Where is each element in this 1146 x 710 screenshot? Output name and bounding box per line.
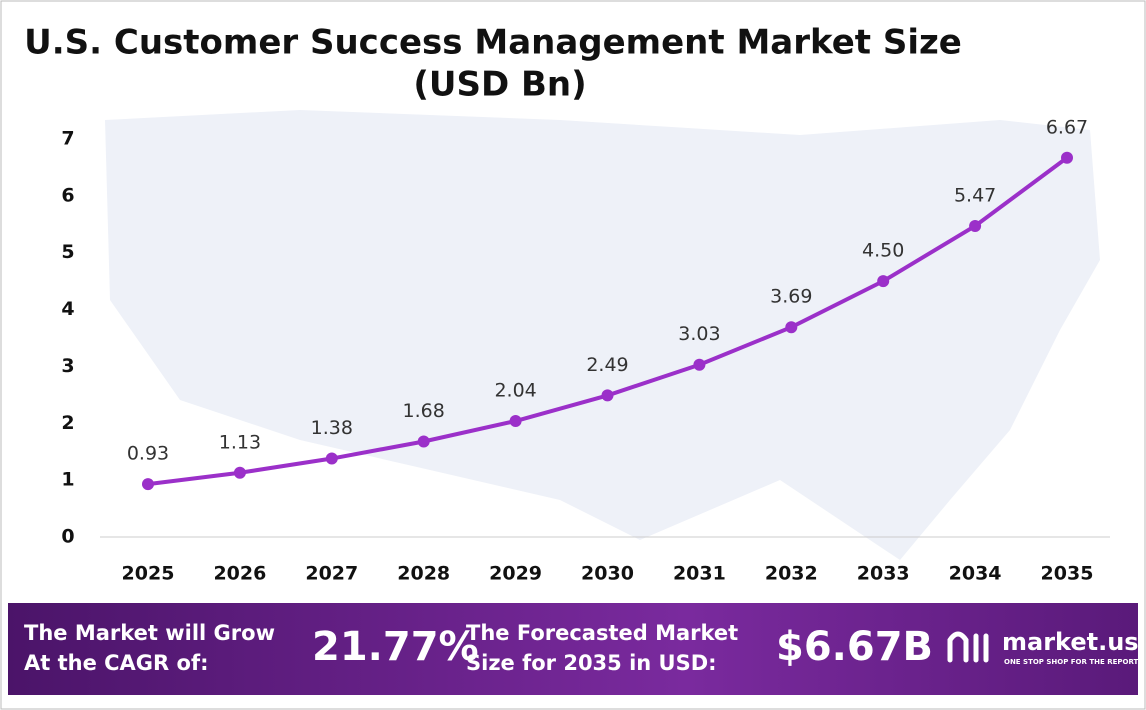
- point: [1061, 151, 1073, 164]
- x-tick-label: 2028: [397, 563, 450, 585]
- data-label: 4.50: [862, 240, 904, 262]
- point: [601, 389, 614, 402]
- data-label: 2.49: [586, 354, 628, 376]
- data-label: 0.93: [127, 443, 169, 465]
- brand: market.us: [1002, 628, 1139, 656]
- x-tick-label: 2035: [1041, 563, 1094, 585]
- forecast-label: The Forecasted Market: [466, 621, 738, 645]
- x-tick-label: 2031: [673, 563, 726, 585]
- chart-subtitle: (USD Bn): [413, 65, 586, 105]
- tagline: ONE STOP SHOP FOR THE REPORTS: [1004, 658, 1143, 666]
- x-tick-label: 2032: [765, 563, 818, 585]
- cagr-value: 21.77%: [312, 624, 479, 670]
- map-background: [105, 110, 1100, 560]
- cagr-label: At the CAGR of:: [24, 651, 209, 675]
- y-tick-label: 3: [61, 355, 74, 377]
- x-tick-label: 2034: [949, 563, 1002, 585]
- x-tick-label: 2033: [857, 563, 910, 585]
- point: [785, 321, 798, 334]
- point: [509, 415, 522, 428]
- y-tick-label: 7: [61, 128, 74, 150]
- point: [325, 452, 338, 465]
- data-label: 2.04: [494, 380, 536, 402]
- chart-title: U.S. Customer Success Management Market …: [24, 23, 962, 63]
- footer: The Market will Grow At the CAGR of: 21.…: [24, 621, 1143, 675]
- y-tick-label: 0: [61, 526, 74, 548]
- data-label: 3.69: [770, 286, 812, 308]
- plot: 0 1 2 3 4 5 6 7 2025 2026 2027 2028 2029 2030 2031 2032…: [61, 116, 1110, 585]
- point: [877, 275, 890, 288]
- data-label: 3.03: [678, 323, 720, 345]
- data-label: 5.47: [954, 184, 996, 206]
- point: [417, 435, 430, 448]
- data-label: 1.13: [219, 431, 261, 453]
- x-tick-label: 2029: [489, 563, 542, 585]
- brand-logo: [947, 631, 989, 663]
- point: [969, 219, 982, 232]
- y-tick-label: 6: [61, 184, 74, 206]
- y-tick-label: 1: [61, 469, 74, 491]
- point: [142, 478, 154, 491]
- point: [693, 358, 706, 371]
- data-label: 1.68: [403, 400, 445, 422]
- point: [233, 466, 246, 479]
- y-tick-label: 2: [61, 412, 74, 434]
- cagr-label: The Market will Grow: [24, 621, 275, 645]
- x-tick-label: 2030: [581, 563, 634, 585]
- y-tick-label: 4: [61, 298, 74, 320]
- x-tick-label: 2026: [213, 563, 266, 585]
- x-tick-label: 2025: [122, 563, 175, 585]
- forecast-value: $6.67B: [776, 624, 933, 670]
- data-label: 6.67: [1046, 116, 1088, 138]
- x-tick-label: 2027: [305, 563, 358, 585]
- forecast-label: Size for 2035 in USD:: [466, 651, 717, 675]
- y-tick-label: 5: [61, 241, 74, 263]
- data-label: 1.38: [311, 417, 353, 439]
